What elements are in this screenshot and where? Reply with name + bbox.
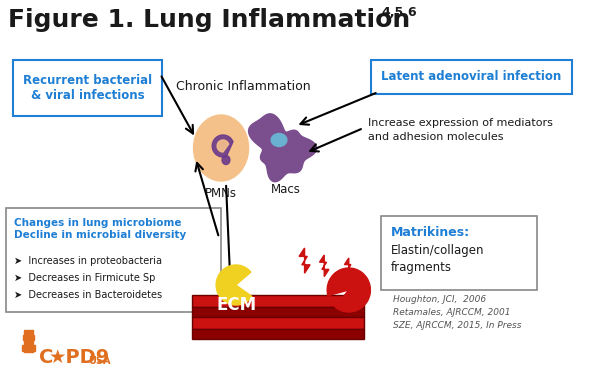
Wedge shape bbox=[216, 265, 252, 305]
Text: ➤  Decreases in Bacteroidetes: ➤ Decreases in Bacteroidetes bbox=[14, 290, 162, 300]
Polygon shape bbox=[248, 114, 317, 182]
Text: Houghton, JCI,  2006
Retamales, AJRCCM, 2001
SZE, AJRCCM, 2015, In Press: Houghton, JCI, 2006 Retamales, AJRCCM, 2… bbox=[393, 295, 521, 330]
Text: Increase expression of mediators: Increase expression of mediators bbox=[368, 118, 553, 128]
Text: Chronic Inflammation: Chronic Inflammation bbox=[176, 80, 311, 93]
Ellipse shape bbox=[194, 115, 248, 181]
FancyBboxPatch shape bbox=[23, 330, 34, 335]
Text: Macs: Macs bbox=[271, 183, 301, 196]
FancyBboxPatch shape bbox=[191, 307, 364, 317]
Text: Recurrent bacterial
& viral infections: Recurrent bacterial & viral infections bbox=[23, 74, 152, 102]
FancyBboxPatch shape bbox=[23, 335, 34, 340]
Polygon shape bbox=[344, 258, 353, 278]
Text: Latent adenoviral infection: Latent adenoviral infection bbox=[382, 70, 562, 84]
Text: C: C bbox=[40, 348, 53, 367]
FancyBboxPatch shape bbox=[6, 208, 221, 312]
Text: ECM: ECM bbox=[216, 296, 256, 314]
FancyBboxPatch shape bbox=[23, 350, 34, 352]
Polygon shape bbox=[320, 255, 329, 277]
Text: Figure 1. Lung Inflammation: Figure 1. Lung Inflammation bbox=[8, 8, 410, 32]
Text: Changes in lung microbiome
Decline in microbial diversity: Changes in lung microbiome Decline in mi… bbox=[14, 218, 186, 241]
Text: USA: USA bbox=[88, 356, 111, 366]
FancyBboxPatch shape bbox=[191, 317, 364, 329]
Text: ★PD9: ★PD9 bbox=[49, 348, 110, 367]
Text: PMNs: PMNs bbox=[205, 187, 237, 200]
FancyBboxPatch shape bbox=[13, 60, 162, 116]
Ellipse shape bbox=[271, 134, 287, 147]
Text: Elastin/collagen
fragments: Elastin/collagen fragments bbox=[391, 244, 485, 274]
Text: 4,5,6: 4,5,6 bbox=[381, 6, 417, 19]
FancyBboxPatch shape bbox=[381, 216, 538, 290]
FancyBboxPatch shape bbox=[191, 295, 364, 307]
Polygon shape bbox=[212, 135, 233, 157]
FancyBboxPatch shape bbox=[371, 60, 572, 94]
Text: ➤  Decreases in Firmicute Sp: ➤ Decreases in Firmicute Sp bbox=[14, 273, 155, 283]
FancyBboxPatch shape bbox=[191, 329, 364, 339]
FancyBboxPatch shape bbox=[22, 345, 35, 351]
Ellipse shape bbox=[222, 156, 230, 164]
FancyBboxPatch shape bbox=[23, 340, 34, 345]
Text: ➤  Increases in proteobacteria: ➤ Increases in proteobacteria bbox=[14, 256, 162, 266]
Polygon shape bbox=[299, 248, 310, 273]
Polygon shape bbox=[217, 140, 229, 152]
Text: and adhesion molecules: and adhesion molecules bbox=[368, 132, 504, 142]
Wedge shape bbox=[327, 268, 370, 312]
Text: Matrikines:: Matrikines: bbox=[391, 226, 470, 239]
